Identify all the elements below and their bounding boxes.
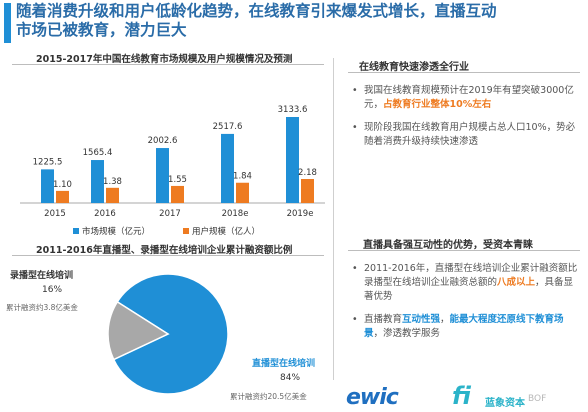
x-tick-label: 2015 [44,209,66,219]
ewic-logo: ewic [346,385,399,410]
section-1-bullet-1-text-2: 占教育行业整体10%左右 [383,99,492,110]
bar-chart-divider [12,64,324,65]
title-line-2: 市场已被教育，潜力巨大 [16,21,187,39]
section-1-bullet-1: 我国在线教育规模预计在2019年有望突破3000亿元，占教育行业整体10%左右 [352,84,578,112]
bar-chart-heading: 2015-2017年中国在线教育市场规模及用户规模情况及预测 [36,54,293,65]
users-value-label: 1.55 [168,175,187,185]
section-2-divider [348,250,580,251]
recorded-slice [107,300,170,361]
recorded-amount: 累计融资约3.8亿美金 [6,303,78,312]
x-tick-label: 2019e [287,209,314,219]
live-slice [112,273,229,395]
live-pct: 84% [280,373,301,383]
live-label: 直播型在线培训 [252,359,316,369]
section-2-bullet-1-text-3: ，具备显著优势 [364,277,574,302]
market-value-label: 2002.6 [148,136,178,146]
market-value-label: 1565.4 [83,148,113,158]
section-2-bullet-2-text-1: 直播教育 [364,314,403,325]
section-1-heading: 在线教育快速渗透全行业 [359,62,469,73]
section-2-bullet-1-text-1: 2011-2016年，直播型在线培训企业累计融资额比录播型在线培训企业融资总额的 [364,263,578,288]
legend-users-label: 用户规模（亿人） [192,226,260,237]
legend-market-swatch [73,228,79,234]
x-tick-label: 2017 [159,209,181,219]
section-2-bullet-2-text-4: 能最大程度还原线下教育场景 [364,314,564,339]
market-bar-2018e [221,133,234,203]
recorded-label: 录播型在线培训 [10,271,74,281]
legend-users-swatch [183,228,189,234]
pie-chart [107,273,229,395]
users-bar-2015 [56,190,69,203]
x-tick-label: 2016 [94,209,116,219]
section-1-bullets: 我国在线教育规模预计在2019年有望突破3000亿元，占教育行业整体10%左右现… [352,84,578,158]
market-value-label: 1225.5 [33,157,63,167]
section-2-bullet-1: 2011-2016年，直播型在线培训企业累计融资额比录播型在线培训企业融资总额的… [352,262,578,304]
users-bar-2018e [236,182,249,203]
bar-chart: 1225.5 1.10 2015 1565.4 1.38 2016 2002.6 1.55 20… [20,105,325,237]
section-1-bullet-2: 现阶段我国在线教育用户规模占总人口10%，势必随着消费升级持续快速渗透 [352,121,578,149]
page-title: 随着消费升级和用户低龄化趋势，在线教育引来爆发式增长，直播互动 市场已被教育，潜… [16,2,584,40]
section-2-bullet-2-text-3: ， [440,314,450,325]
market-bar-2016 [91,160,104,203]
users-bar-2017 [171,185,184,203]
live-amount: 累计融资约20.5亿美金 [230,392,307,401]
section-1-bullet-1-text-1: 我国在线教育规模预计在2019年有望突破3000亿元， [364,85,574,110]
users-value-label: 1.84 [233,172,252,182]
title-line-1: 随着消费升级和用户低龄化趋势，在线教育引来爆发式增长，直播互动 [16,2,497,20]
users-value-label: 2.18 [298,168,317,178]
market-value-label: 2517.6 [213,122,243,132]
title-accent-bar [4,3,11,43]
users-value-label: 1.10 [53,180,72,190]
users-value-label: 1.38 [103,177,122,187]
market-bar-2019e [286,117,299,203]
brand-logo-text: 蓝象资本 [485,398,525,409]
legend-market-label: 市场规模（亿元） [82,226,150,237]
section-2-bullet-1-text-2: 八成以上 [497,277,536,288]
section-1-divider [348,72,580,73]
section-2-bullet-2: 直播教育互动性强，能最大程度还原线下教育场景，渗透教学服务 [352,313,578,341]
users-bar-2019e [301,179,314,203]
brand-logo-mark: fi [452,382,471,410]
recorded-pct: 16% [42,285,63,295]
pie-chart-divider [12,255,324,256]
market-bar-2017 [156,148,169,203]
section-2-heading: 直播具备强互动性的优势，受资本青睐 [363,240,533,251]
section-2-bullet-2-text-5: ，渗透教学服务 [373,328,441,339]
market-value-label: 3133.6 [278,105,308,115]
watermark-text: BOF [528,394,547,404]
column-divider [333,58,334,380]
pie-chart-heading: 2011-2016年直播型、录播型在线培训企业累计融资额比例 [36,245,293,256]
section-1-bullet-2-text-1: 现阶段我国在线教育用户规模占总人口10%，势必随着消费升级持续快速渗透 [364,122,576,147]
market-bar-2015 [41,169,54,203]
section-2-bullet-2-text-2: 互动性强 [402,314,441,325]
section-2-bullets: 2011-2016年，直播型在线培训企业累计融资额比录播型在线培训企业融资总额的… [352,262,578,350]
users-bar-2016 [106,187,119,203]
x-tick-label: 2018e [222,209,249,219]
